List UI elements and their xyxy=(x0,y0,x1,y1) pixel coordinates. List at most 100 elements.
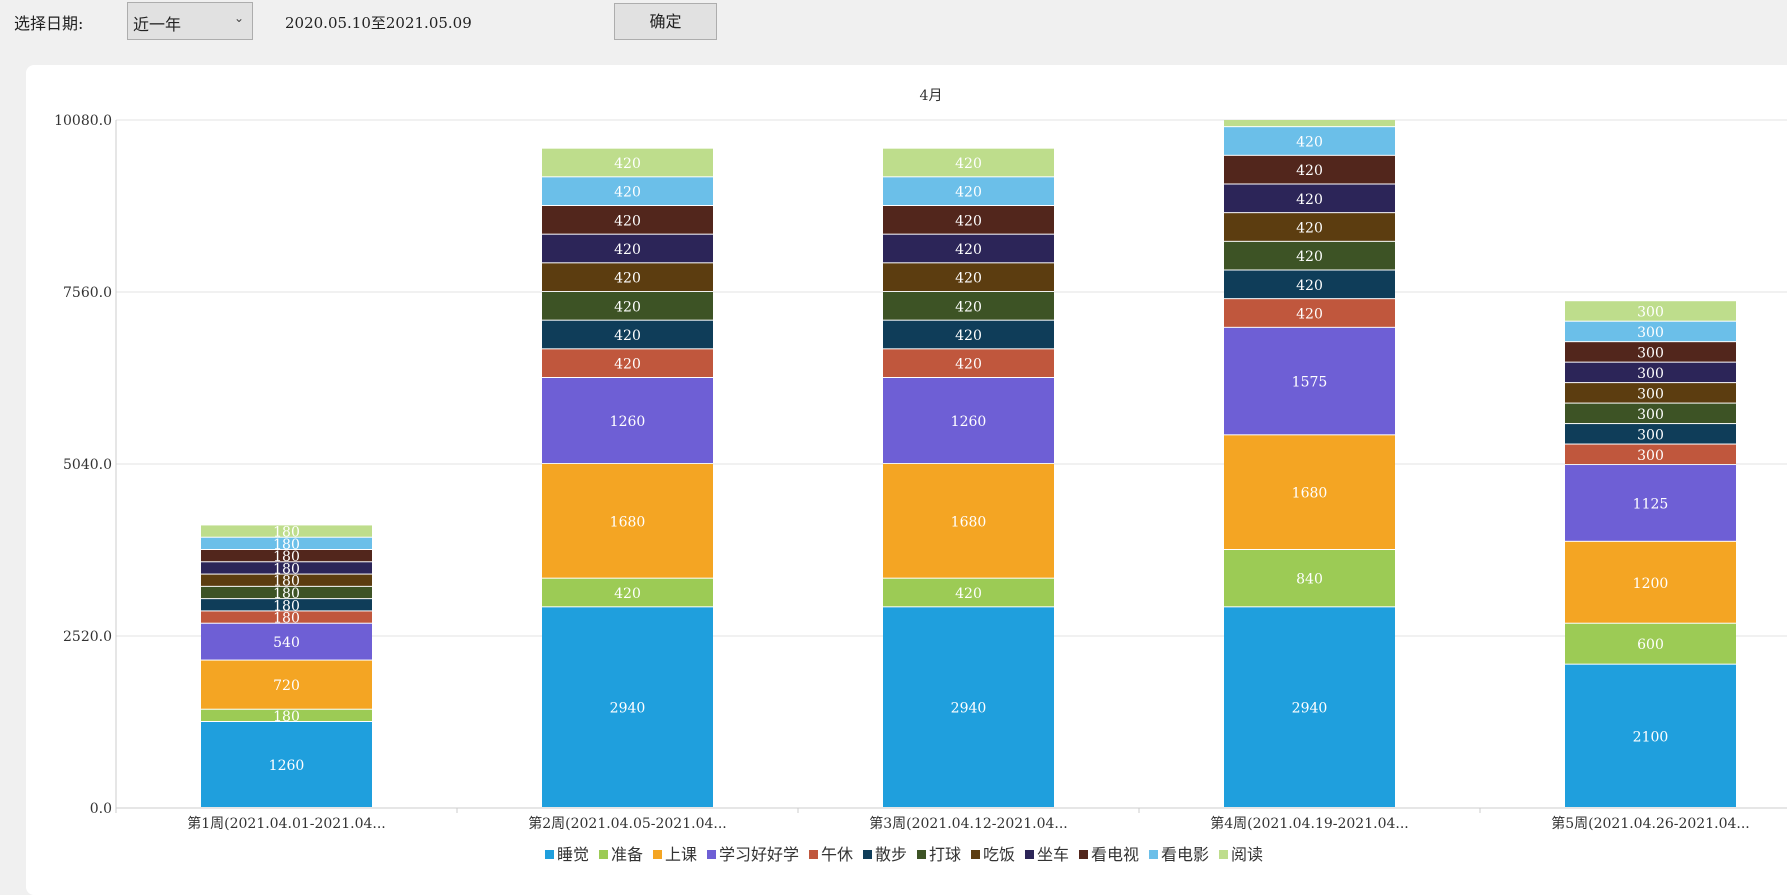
legend-swatch xyxy=(971,850,980,859)
bar-segment[interactable] xyxy=(1224,550,1395,607)
bar-segment[interactable] xyxy=(542,177,713,205)
y-tick-label: 5040.0 xyxy=(63,457,112,473)
bar-segment[interactable] xyxy=(1224,155,1395,184)
bar-stack: 2940 840 1680 1575 420 420 420 420 420 420 420 420 xyxy=(1224,99,1395,807)
bar-segment[interactable] xyxy=(1224,99,1395,127)
bar-segment[interactable] xyxy=(1565,444,1736,465)
bar-segment[interactable] xyxy=(883,148,1054,177)
bar-segment[interactable] xyxy=(542,378,713,463)
bar-segment[interactable] xyxy=(1565,541,1736,623)
bar-segment[interactable] xyxy=(1565,301,1736,321)
bar-segment[interactable] xyxy=(883,349,1054,377)
bar-segment[interactable] xyxy=(883,234,1054,263)
bar-segment[interactable] xyxy=(1224,607,1395,807)
legend-item: 坐车 xyxy=(1037,845,1069,864)
bar-segment[interactable] xyxy=(1565,321,1736,342)
bar-segment[interactable] xyxy=(542,607,713,807)
data-label: 180 xyxy=(273,549,300,565)
bar-segment[interactable] xyxy=(1565,362,1736,383)
data-label: 2940 xyxy=(951,701,987,717)
bar-segment[interactable] xyxy=(542,578,713,607)
bar-segment[interactable] xyxy=(1565,403,1736,424)
bar-segment[interactable] xyxy=(542,320,713,349)
y-tick-label: 0.0 xyxy=(90,801,112,817)
bar-segment[interactable] xyxy=(542,464,713,578)
y-tick-label: 2520.0 xyxy=(63,629,112,645)
data-label: 1200 xyxy=(1633,576,1669,592)
bar-segment[interactable] xyxy=(201,574,372,586)
data-label: 300 xyxy=(1637,366,1664,382)
bar-segment[interactable] xyxy=(1565,342,1736,362)
legend-swatch xyxy=(545,850,554,859)
bar-segment[interactable] xyxy=(201,611,372,623)
bar-segment[interactable] xyxy=(1224,327,1395,435)
bar-segment[interactable] xyxy=(883,378,1054,463)
bar-segment[interactable] xyxy=(542,263,713,291)
bar-segment[interactable] xyxy=(883,177,1054,205)
data-label: 420 xyxy=(614,357,641,373)
bar-segment[interactable] xyxy=(883,263,1054,291)
data-label: 420 xyxy=(1296,278,1323,294)
data-label: 420 xyxy=(1296,307,1323,323)
range-select[interactable]: 近一年 ⌄ xyxy=(127,2,253,40)
data-label: 300 xyxy=(1637,345,1664,361)
data-label: 420 xyxy=(614,586,641,602)
legend-item: 睡觉 xyxy=(557,845,589,864)
bar-segment[interactable] xyxy=(883,292,1054,320)
confirm-button[interactable]: 确定 xyxy=(614,3,717,40)
data-label: 180 xyxy=(273,586,300,602)
bar-segment[interactable] xyxy=(883,464,1054,578)
bar-segment[interactable] xyxy=(1224,270,1395,299)
data-label: 600 xyxy=(1637,637,1664,653)
data-label: 420 xyxy=(614,299,641,315)
bar-segment[interactable] xyxy=(883,607,1054,807)
legend-swatch xyxy=(809,850,818,859)
bar-segment[interactable] xyxy=(883,206,1054,234)
stacked-bar-chart: 4月 0.0 2520.0 5040.0 7560.0 10080.0 第1周(2021.… xyxy=(54,88,1787,864)
bar-segment[interactable] xyxy=(542,292,713,320)
bar-segment[interactable] xyxy=(883,578,1054,607)
bar-segment[interactable] xyxy=(1224,213,1395,241)
bar-stack: 2940 420 1680 1260 420 420 420 420 420 420 420 420 xyxy=(542,148,713,807)
bar-segment[interactable] xyxy=(201,709,372,721)
legend-item: 散步 xyxy=(875,845,907,864)
bar-segment[interactable] xyxy=(542,148,713,177)
data-label: 300 xyxy=(1637,427,1664,443)
data-label: 420 xyxy=(955,357,982,373)
bar-segment[interactable] xyxy=(1565,623,1736,664)
bar-segment[interactable] xyxy=(542,206,713,234)
bar-segment[interactable] xyxy=(1224,299,1395,327)
y-tick-label: 7560.0 xyxy=(63,285,112,301)
range-select-value: 近一年 xyxy=(133,15,182,34)
data-label: 1680 xyxy=(1292,486,1328,502)
bar-segment[interactable] xyxy=(883,320,1054,349)
bar-segment[interactable] xyxy=(1224,435,1395,549)
bar-segment[interactable] xyxy=(201,537,372,549)
legend-swatch xyxy=(863,850,872,859)
data-label: 2100 xyxy=(1633,729,1669,745)
legend-item: 阅读 xyxy=(1231,845,1263,864)
bar-segment[interactable] xyxy=(1565,424,1736,444)
bar-segment[interactable] xyxy=(1565,664,1736,807)
bar-stack: 2940 420 1680 1260 420 420 420 420 420 420 420 420 xyxy=(883,148,1054,807)
bar-segment[interactable] xyxy=(201,623,372,660)
bar-segment[interactable] xyxy=(201,550,372,562)
legend-swatch xyxy=(1149,850,1158,859)
bar-segment[interactable] xyxy=(201,599,372,611)
bar-segment[interactable] xyxy=(201,562,372,574)
bar-segment[interactable] xyxy=(1224,241,1395,270)
bar-segment[interactable] xyxy=(201,660,372,709)
data-label: 420 xyxy=(955,213,982,229)
bar-segment[interactable] xyxy=(1224,184,1395,213)
bar-segment[interactable] xyxy=(1565,383,1736,403)
bar-segment[interactable] xyxy=(542,349,713,377)
data-label: 420 xyxy=(955,242,982,258)
data-label: 420 xyxy=(1296,106,1323,122)
bar-segment[interactable] xyxy=(201,722,372,807)
bar-segment[interactable] xyxy=(1565,465,1736,541)
bar-segment[interactable] xyxy=(1224,127,1395,155)
bar-segment[interactable] xyxy=(201,525,372,537)
bar-segment[interactable] xyxy=(542,234,713,263)
bar-segment[interactable] xyxy=(201,586,372,599)
